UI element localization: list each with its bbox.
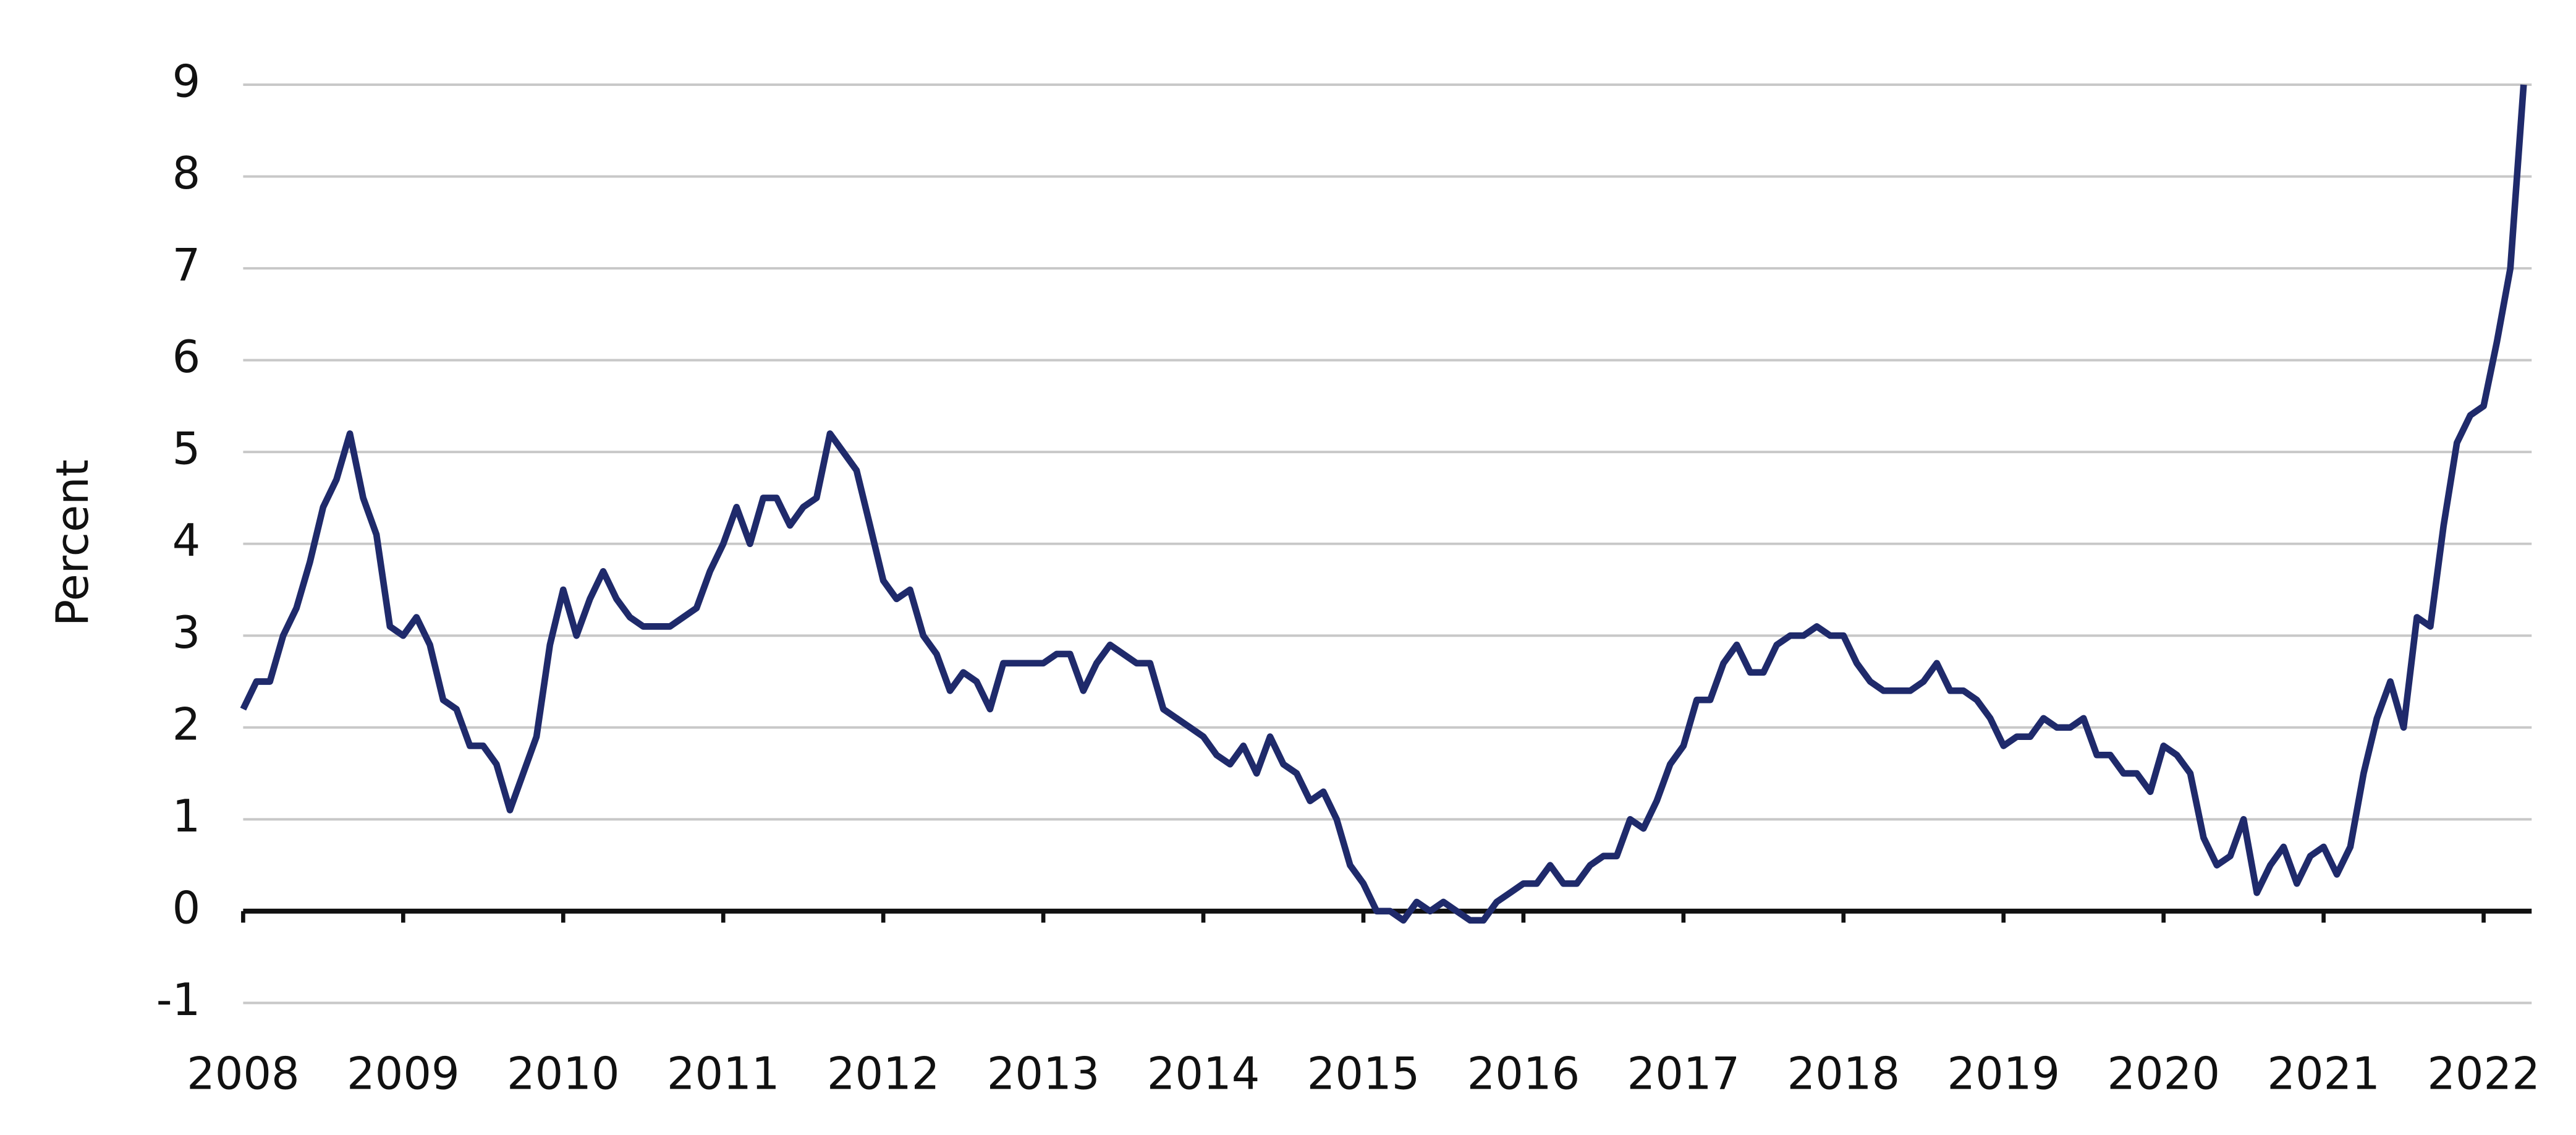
y-axis-label: Percent	[46, 459, 98, 626]
x-tick-label: 2016	[1467, 1048, 1580, 1100]
x-tick-label: 2019	[1947, 1048, 2060, 1100]
y-tick-label: 2	[172, 698, 201, 750]
x-tick-label: 2008	[187, 1048, 300, 1100]
x-tick-label: 2021	[2267, 1048, 2380, 1100]
x-tick-label: 2009	[347, 1048, 460, 1100]
y-tick-label: 9	[172, 56, 201, 108]
y-tick-label: 3	[172, 606, 201, 658]
x-tick-label: 2011	[667, 1048, 780, 1100]
series-line	[240, 84, 2527, 924]
x-tick-label: 2012	[827, 1048, 940, 1100]
x-tick-label: 2022	[2427, 1048, 2540, 1100]
x-tick-label: 2018	[1787, 1048, 1900, 1100]
y-tick-label: 4	[172, 514, 201, 566]
y-tick-label: -1	[156, 974, 201, 1026]
x-tick-label: 2014	[1147, 1048, 1260, 1100]
y-tick-label: 0	[172, 882, 201, 933]
y-tick-label: 8	[172, 147, 201, 199]
y-tick-label: 6	[172, 331, 201, 383]
x-tick-label: 2010	[507, 1048, 620, 1100]
x-tick-label: 2013	[987, 1048, 1100, 1100]
y-tick-label: 5	[172, 423, 201, 475]
x-tick-label: 2020	[2107, 1048, 2220, 1100]
x-tick-label: 2015	[1307, 1048, 1420, 1100]
y-tick-label: 7	[172, 239, 201, 291]
x-tick-label: 2017	[1627, 1048, 1740, 1100]
y-tick-label: 1	[172, 790, 201, 842]
